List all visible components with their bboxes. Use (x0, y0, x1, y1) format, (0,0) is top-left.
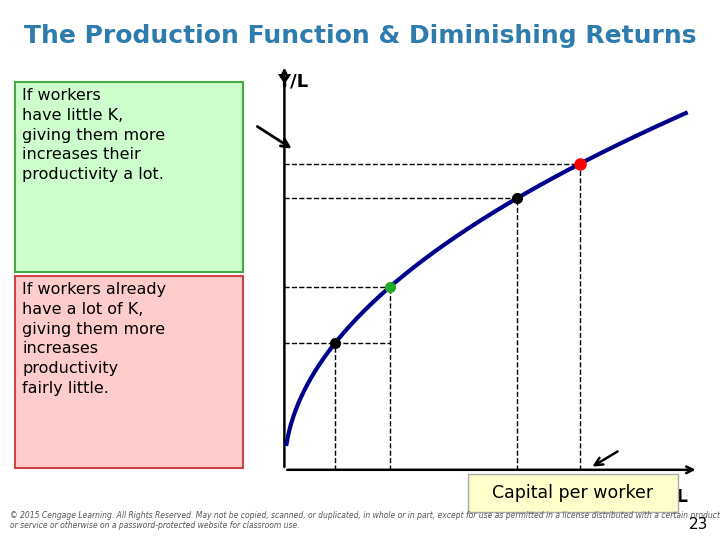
Text: Capital per worker: Capital per worker (492, 484, 654, 502)
Text: Y/L: Y/L (276, 73, 308, 91)
Text: The Production Function & Diminishing Returns: The Production Function & Diminishing Re… (24, 24, 696, 48)
FancyBboxPatch shape (15, 82, 243, 272)
Text: © 2015 Cengage Learning. All Rights Reserved. May not be copied, scanned, or dup: © 2015 Cengage Learning. All Rights Rese… (10, 511, 720, 530)
Text: 23: 23 (688, 517, 708, 532)
FancyBboxPatch shape (468, 474, 678, 512)
Text: K/L: K/L (656, 487, 688, 505)
Text: If workers already
have a lot of K,
giving them more
increases
productivity
fair: If workers already have a lot of K, givi… (22, 282, 166, 396)
FancyBboxPatch shape (15, 276, 243, 468)
Text: If workers
have little K,
giving them more
increases their
productivity a lot.: If workers have little K, giving them mo… (22, 88, 165, 182)
